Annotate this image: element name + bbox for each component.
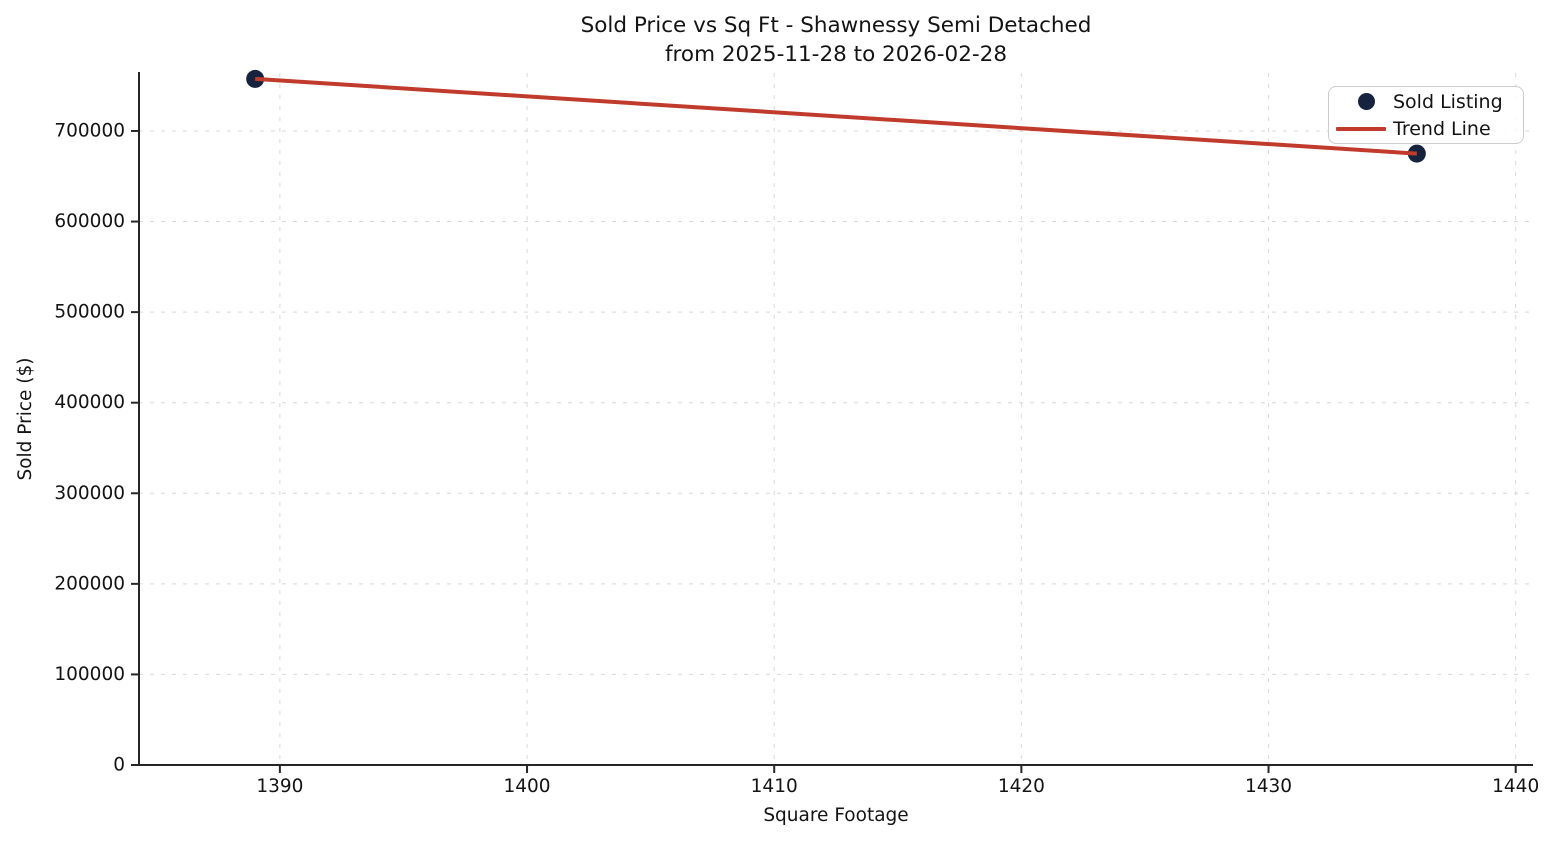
- y-axis-title: Sold Price ($): [15, 357, 36, 481]
- scatter-marker-icon: [1358, 93, 1375, 110]
- chart-title-line1: Sold Price vs Sq Ft - Shawnessy Semi Det…: [580, 13, 1092, 38]
- x-tick-label: 1390: [256, 776, 303, 797]
- legend-label-sold-listing: Sold Listing: [1393, 90, 1503, 113]
- legend: Sold Listing Trend Line: [1328, 86, 1524, 144]
- y-tick-label: 300000: [54, 483, 125, 504]
- y-tick-label: 200000: [54, 573, 125, 594]
- y-tick-label: 0: [113, 755, 125, 776]
- y-tick-label: 600000: [54, 211, 125, 232]
- x-tick-label: 1440: [1492, 776, 1539, 797]
- x-axis-title: Square Footage: [763, 805, 909, 826]
- x-tick-label: 1400: [503, 776, 550, 797]
- x-tick-label: 1430: [1245, 776, 1292, 797]
- legend-label-trend-line: Trend Line: [1393, 117, 1491, 140]
- y-tick-label: 700000: [54, 120, 125, 141]
- trend-line: [255, 76, 1417, 156]
- x-tick-label: 1420: [998, 776, 1045, 797]
- x-tick-label: 1410: [751, 776, 798, 797]
- y-tick-label: 400000: [54, 392, 125, 413]
- y-tick-label: 100000: [54, 664, 125, 685]
- chart-title: Sold Price vs Sq Ft - Shawnessy Semi Det…: [139, 11, 1533, 69]
- trend-line-marker-icon: [1336, 126, 1386, 131]
- y-tick-label: 500000: [54, 302, 125, 323]
- chart-title-line2: from 2025-11-28 to 2026-02-28: [664, 42, 1008, 67]
- legend-item-sold-listing: Sold Listing: [1329, 89, 1523, 114]
- legend-item-trend-line: Trend Line: [1329, 116, 1523, 141]
